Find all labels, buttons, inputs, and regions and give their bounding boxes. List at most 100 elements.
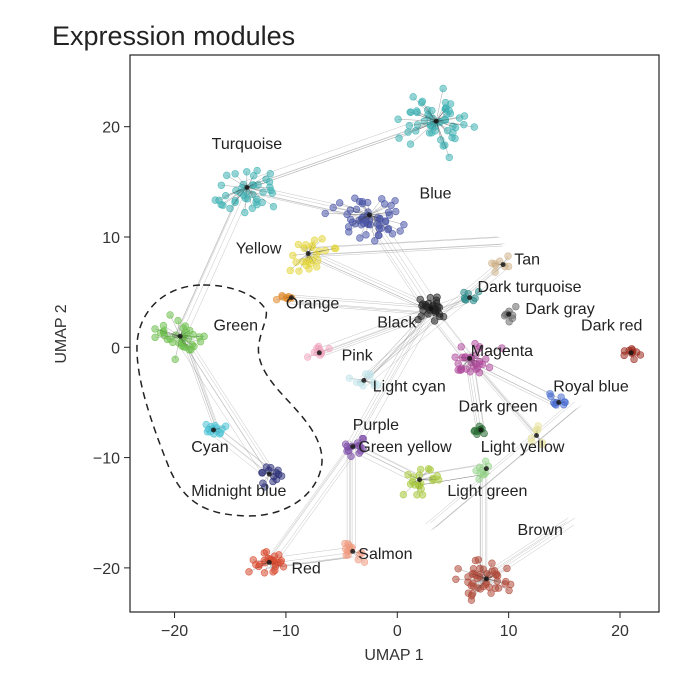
data-point <box>384 225 392 234</box>
data-point <box>259 479 267 487</box>
link-line <box>296 302 437 315</box>
module-group <box>527 422 547 449</box>
data-point <box>469 362 478 370</box>
hub-spoke <box>226 175 248 188</box>
data-point <box>331 244 340 253</box>
hub-point <box>533 433 539 439</box>
data-point <box>417 99 426 107</box>
module-group <box>620 345 645 364</box>
data-point <box>512 302 520 311</box>
data-point <box>231 196 239 205</box>
data-point <box>491 268 499 276</box>
hub-spoke <box>218 187 248 201</box>
link-line <box>429 401 576 524</box>
hub-spoke <box>471 578 487 596</box>
data-point <box>278 293 287 301</box>
module-label: Green <box>214 318 258 335</box>
data-point <box>346 206 355 214</box>
data-point <box>414 315 422 324</box>
data-point <box>451 353 459 361</box>
link-line <box>290 301 430 313</box>
data-point <box>355 442 363 450</box>
cluster-boundary-outline <box>136 284 323 517</box>
link-line <box>413 474 481 487</box>
hub-spoke <box>246 173 271 188</box>
data-point <box>381 200 389 208</box>
data-point <box>399 490 408 499</box>
link-line <box>216 426 273 471</box>
data-point <box>151 325 159 333</box>
module-label: Light green <box>447 483 527 500</box>
link-line <box>303 246 427 303</box>
data-point <box>289 251 297 260</box>
x-tick-label: 0 <box>393 623 402 640</box>
data-point <box>352 378 361 387</box>
module-label: Turquoise <box>212 136 283 153</box>
data-point <box>455 114 464 122</box>
module-group <box>245 548 288 577</box>
link-line <box>325 299 476 356</box>
hub-spoke <box>308 248 336 254</box>
data-point <box>371 237 379 245</box>
data-point <box>266 170 275 178</box>
data-point <box>279 563 288 571</box>
link-line <box>318 298 470 354</box>
link-line <box>249 191 372 220</box>
data-point <box>303 353 312 361</box>
data-point <box>456 366 465 374</box>
data-point <box>248 204 257 212</box>
module-label: Dark gray <box>525 301 594 318</box>
link-line <box>306 244 502 256</box>
module-label: Cyan <box>191 439 228 456</box>
hub-spoke <box>408 120 437 133</box>
hub-spoke <box>154 328 181 337</box>
data-point <box>216 429 225 437</box>
link-line <box>309 243 505 256</box>
module-group <box>151 311 208 364</box>
data-point <box>221 191 230 200</box>
hub-point <box>433 118 439 124</box>
data-point <box>313 263 321 271</box>
link-line <box>472 354 562 400</box>
data-point <box>286 266 294 275</box>
data-point <box>336 199 344 207</box>
hub-spoke <box>412 96 437 122</box>
link-line <box>263 448 348 565</box>
data-point <box>341 440 350 448</box>
data-point <box>329 203 337 212</box>
data-point <box>313 344 321 352</box>
hub-spoke <box>436 121 450 158</box>
data-point <box>174 316 182 325</box>
data-point <box>432 296 441 304</box>
x-tick-label: −10 <box>272 623 299 640</box>
hub-point <box>417 477 423 483</box>
module-group <box>460 287 483 305</box>
link-line <box>420 463 487 476</box>
link-line <box>318 297 469 354</box>
link-line <box>415 474 482 487</box>
data-point <box>294 240 303 249</box>
data-point <box>538 438 547 447</box>
data-point <box>302 257 310 266</box>
data-point <box>232 186 240 195</box>
link-line <box>484 517 569 574</box>
data-point <box>269 568 277 576</box>
data-point <box>474 345 482 353</box>
data-point <box>498 344 506 352</box>
module-label: Black <box>377 314 417 331</box>
data-point <box>375 221 383 230</box>
hub-point <box>211 427 217 433</box>
module-group <box>500 302 520 326</box>
link-line <box>375 218 437 313</box>
data-point <box>474 287 483 296</box>
data-point <box>527 434 536 442</box>
data-point <box>321 246 330 255</box>
hub-point <box>467 295 473 301</box>
link-line <box>491 517 576 574</box>
data-point <box>253 166 261 175</box>
data-point <box>179 324 187 332</box>
data-point <box>260 569 269 577</box>
link-line <box>182 340 272 479</box>
data-point <box>360 558 369 566</box>
data-point <box>356 234 364 242</box>
